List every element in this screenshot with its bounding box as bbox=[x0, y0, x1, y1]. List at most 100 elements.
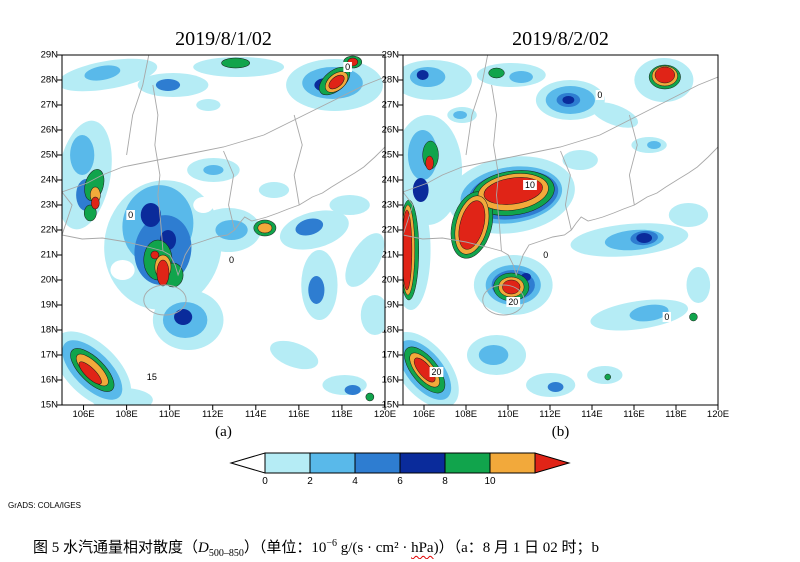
y-tick-label: 25N bbox=[381, 149, 399, 161]
x-tick-label: 120E bbox=[373, 409, 397, 420]
colorbar-tick-label: 8 bbox=[442, 476, 448, 487]
axis-tick-marks bbox=[398, 54, 719, 410]
y-tick-label: 21N bbox=[381, 249, 399, 261]
x-tick-label: 112E bbox=[201, 409, 224, 420]
contour-value-labels-a: 0 0 0 15 bbox=[126, 62, 352, 382]
svg-text:0: 0 bbox=[128, 210, 133, 220]
y-tick-label: 24N bbox=[381, 174, 399, 186]
x-axis-labels-a: 106E 108E 110E 112E 114E 116E 118E 120E bbox=[62, 409, 396, 421]
y-tick-label: 28N bbox=[40, 74, 58, 86]
svg-text:0: 0 bbox=[543, 250, 548, 260]
y-tick-label: 23N bbox=[40, 199, 58, 211]
x-tick-label: 112E bbox=[539, 409, 561, 420]
y-tick-label: 26N bbox=[40, 124, 58, 136]
shading-below-0-holes bbox=[110, 197, 214, 280]
y-tick-label: 25N bbox=[40, 149, 58, 161]
shading-above-range bbox=[403, 66, 675, 383]
y-tick-label: 18N bbox=[40, 324, 58, 336]
colorbar-tick-label: 0 bbox=[262, 476, 268, 487]
y-tick-label: 17N bbox=[381, 349, 399, 361]
panel-b-title: 2019/8/2/02 bbox=[512, 28, 609, 50]
svg-text:20: 20 bbox=[432, 367, 442, 377]
y-tick-label: 15N bbox=[381, 399, 399, 411]
caption-suffix: )）（a：8 月 1 日 02 时；b bbox=[433, 540, 599, 556]
colorbar-tick-labels: 0 2 4 6 8 10 bbox=[230, 476, 570, 488]
colorbar bbox=[229, 452, 571, 474]
svg-text:0: 0 bbox=[597, 90, 602, 100]
y-tick-label: 23N bbox=[381, 199, 399, 211]
x-tick-label: 120E bbox=[706, 409, 730, 420]
colorbar-segment bbox=[444, 452, 491, 474]
y-tick-label: 29N bbox=[381, 49, 399, 61]
caption-unit-exponent: −6 bbox=[326, 538, 338, 549]
y-tick-label: 27N bbox=[40, 99, 58, 111]
y-tick-label: 21N bbox=[40, 249, 58, 261]
map-panel-b: 0 10 0 20 20 0 bbox=[398, 54, 719, 410]
x-tick-label: 118E bbox=[331, 409, 353, 420]
shading-above-range bbox=[78, 57, 358, 385]
y-tick-label: 27N bbox=[381, 99, 399, 111]
axis-tick-marks bbox=[56, 54, 386, 410]
y-tick-label: 24N bbox=[40, 174, 58, 186]
shaded-contour-field-b bbox=[403, 55, 718, 405]
panel-b-label: (b) bbox=[551, 424, 570, 440]
shaded-contour-field-a bbox=[62, 55, 385, 405]
y-tick-label: 20N bbox=[40, 274, 58, 286]
y-axis-labels-a: 29N 28N 27N 26N 25N 24N 23N 22N 21N 20N 19N 18N 17N 1… bbox=[32, 50, 58, 411]
svg-text:15: 15 bbox=[147, 372, 157, 382]
colorbar-segment bbox=[354, 452, 401, 474]
svg-text:0: 0 bbox=[345, 62, 350, 72]
y-tick-label: 17N bbox=[40, 349, 58, 361]
x-tick-label: 106E bbox=[72, 409, 95, 420]
svg-text:20: 20 bbox=[508, 297, 518, 307]
y-tick-label: 22N bbox=[40, 224, 58, 236]
y-tick-label: 16N bbox=[40, 374, 58, 386]
figure-caption: 图 5 水汽通量相对散度（D500–850）（单位：10−6 g/(s · cm… bbox=[33, 536, 800, 559]
x-tick-label: 116E bbox=[623, 409, 645, 420]
x-tick-label: 108E bbox=[115, 409, 138, 420]
caption-prefix: 图 5 水汽通量相对散度（ bbox=[33, 540, 199, 556]
colorbar-tick-label: 2 bbox=[307, 476, 313, 487]
colorbar-segment bbox=[309, 452, 356, 474]
y-tick-label: 15N bbox=[40, 399, 58, 411]
map-panel-a: 0 0 0 15 bbox=[56, 54, 386, 410]
svg-text:10: 10 bbox=[525, 180, 535, 190]
caption-variable-subscript: 500–850 bbox=[208, 548, 244, 559]
contour-value-labels-b: 0 10 0 20 20 0 bbox=[429, 90, 671, 377]
x-tick-label: 110E bbox=[497, 409, 519, 420]
svg-text:0: 0 bbox=[229, 255, 234, 265]
x-tick-label: 106E bbox=[412, 409, 436, 420]
colorbar-above-arrow bbox=[534, 452, 571, 474]
caption-unit-hpa: hPa bbox=[411, 540, 434, 556]
y-tick-label: 28N bbox=[381, 74, 399, 86]
y-tick-label: 16N bbox=[381, 374, 399, 386]
svg-text:0: 0 bbox=[664, 312, 669, 322]
x-tick-label: 118E bbox=[665, 409, 687, 420]
y-tick-label: 20N bbox=[381, 274, 399, 286]
x-axis-labels-b: 106E 108E 110E 112E 114E 116E 118E 120E bbox=[403, 409, 729, 421]
caption-unit-body: g/(s · cm² · bbox=[337, 540, 412, 556]
x-tick-label: 114E bbox=[245, 409, 267, 420]
y-tick-label: 29N bbox=[40, 49, 58, 61]
caption-variable-symbol: D bbox=[198, 540, 209, 556]
y-tick-label: 19N bbox=[40, 299, 58, 311]
colorbar-segment bbox=[399, 452, 446, 474]
colorbar-tick-label: 10 bbox=[484, 476, 496, 487]
caption-unit-lead: ）（单位：10 bbox=[243, 540, 327, 556]
colorbar-below-arrow bbox=[229, 452, 266, 474]
x-tick-label: 114E bbox=[581, 409, 603, 420]
x-tick-label: 110E bbox=[158, 409, 181, 420]
colorbar-tick-label: 4 bbox=[352, 476, 358, 487]
y-axis-labels-b: 29N 28N 27N 26N 25N 24N 23N 22N 21N 20N 19N 18N 17N 1… bbox=[373, 50, 399, 411]
colorbar-tick-label: 6 bbox=[397, 476, 403, 487]
colorbar-segment bbox=[489, 452, 536, 474]
y-tick-label: 22N bbox=[381, 224, 399, 236]
y-tick-label: 18N bbox=[381, 324, 399, 336]
panel-a-title: 2019/8/1/02 bbox=[175, 28, 272, 50]
colorbar-segment bbox=[264, 452, 311, 474]
x-tick-label: 108E bbox=[454, 409, 478, 420]
grads-credit: GrADS: COLA/IGES bbox=[8, 501, 81, 510]
y-tick-label: 19N bbox=[381, 299, 399, 311]
panel-a-label: (a) bbox=[215, 424, 232, 440]
